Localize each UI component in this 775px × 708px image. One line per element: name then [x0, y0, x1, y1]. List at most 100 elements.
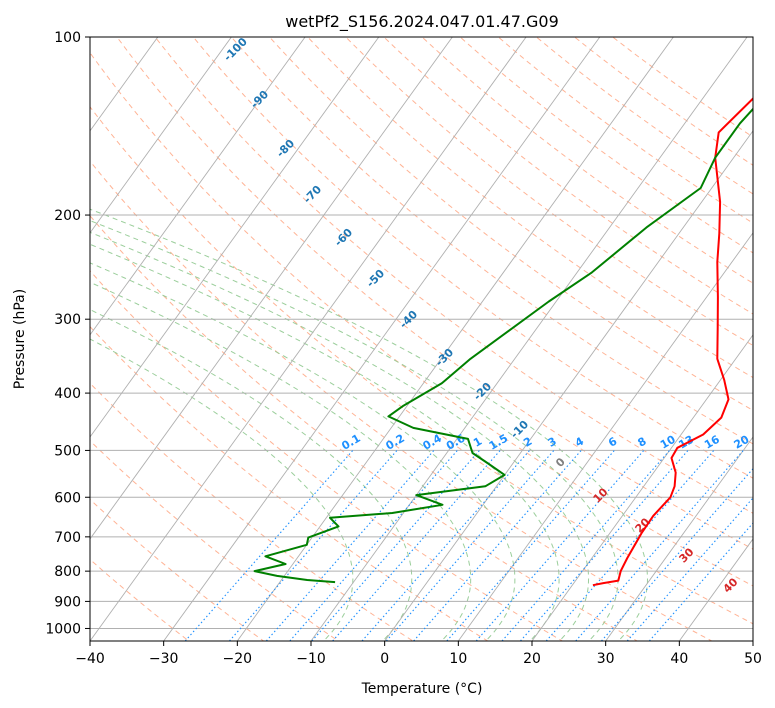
mixing-ratio-line [289, 450, 458, 641]
isotherm-label: -80 [274, 137, 297, 160]
mixing-ratio-label: 25 [757, 433, 775, 452]
dry-adiabat-line [611, 37, 753, 138]
dry-adiabat-line [421, 37, 753, 284]
x-tick-label: 40 [670, 651, 688, 667]
chart-title: wetPf2_S156.2024.047.01.47.G09 [285, 12, 559, 32]
isotherm-line [90, 37, 527, 641]
mixing-ratio-label: 3 [546, 435, 559, 450]
isotherm-line [678, 538, 753, 641]
dry-adiabat-line [306, 37, 753, 379]
temperature-profile-line [592, 97, 753, 587]
moist-adiabat-line [90, 208, 649, 641]
isotherm-line [384, 130, 753, 641]
isotherm-line [457, 232, 753, 641]
mixing-ratio-label: 8 [635, 435, 648, 450]
moist-adiabat-line [90, 338, 354, 641]
isotherm-label: -100 [221, 35, 250, 64]
y-tick-label: 200 [54, 208, 81, 224]
isotherm-line [90, 37, 453, 540]
x-tick-label: −20 [223, 651, 253, 667]
y-tick-label: 600 [54, 490, 81, 506]
dry-adiabat-line [192, 37, 753, 479]
y-tick-label: 400 [54, 386, 81, 402]
isotherm-label: -50 [364, 267, 387, 290]
x-tick-label: 0 [380, 651, 389, 667]
isotherm-label: 10 [591, 485, 611, 505]
dry-adiabat-line [90, 382, 414, 641]
isotherm-label: -70 [301, 183, 324, 206]
isotherm-line [531, 334, 753, 641]
dry-adiabat-line [230, 37, 753, 445]
dry-adiabat-line [116, 37, 753, 550]
y-axis-label: Pressure (hPa) [12, 289, 28, 389]
plot-area: 0.10.20.40.611.52346810131620253036-100-… [0, 35, 775, 641]
mixing-ratio-label: 0.2 [384, 432, 407, 453]
dry-adiabat-line [90, 498, 265, 641]
mixing-ratio-label: 20 [732, 433, 752, 452]
isopleth-labels: 0.10.20.40.611.52346810131620253036-100-… [221, 35, 775, 596]
dry-adiabat-line [573, 37, 753, 166]
isotherm-line [310, 37, 748, 641]
x-axis-label: Temperature (°C) [361, 681, 483, 697]
plot-frame [89, 36, 754, 642]
dry-adiabats [90, 37, 753, 641]
mixing-ratio-line [228, 450, 398, 641]
dry-adiabat-line [268, 37, 753, 411]
dry-adiabat-line [535, 37, 753, 195]
isotherm-line [236, 37, 674, 641]
isotherm-line [90, 37, 380, 438]
mixing-ratio-label: 10 [658, 433, 678, 452]
mixing-ratio-label: 1 [471, 435, 484, 450]
y-tick-label: 800 [54, 564, 81, 580]
y-tick-label: 700 [54, 530, 81, 546]
isotherm-label: -40 [397, 308, 420, 331]
y-tick-label: 1000 [45, 621, 81, 637]
moist-adiabats [90, 208, 649, 641]
y-tick-label: 100 [54, 30, 81, 46]
dry-adiabat-line [90, 325, 489, 641]
isotherm-line [90, 37, 306, 336]
mixing-ratio-label: 16 [702, 433, 722, 452]
dry-adiabat-line [90, 558, 190, 641]
y-tick-label: 900 [54, 594, 81, 610]
dewpoint-profile-line [253, 107, 753, 584]
mixing-ratio-line [648, 522, 753, 641]
moist-adiabat-line [90, 262, 516, 641]
moist-adiabat-line [90, 309, 413, 641]
isotherm-line [605, 436, 753, 641]
isotherm-label: 0 [553, 455, 568, 470]
y-tick-label: 500 [54, 443, 81, 459]
isotherm-label: 30 [677, 545, 697, 565]
mixing-ratio-line [446, 450, 615, 641]
x-tick-label: −10 [296, 651, 326, 667]
isotherm-label: -90 [248, 88, 271, 111]
isotherm-line [0, 37, 10, 641]
y-tick-label: 300 [54, 312, 81, 328]
mixing-ratio-label: 4 [573, 434, 586, 449]
x-tick-label: −40 [75, 651, 105, 667]
mixing-ratio-label: 1.5 [487, 432, 510, 453]
mixing-ratio-line [311, 450, 480, 641]
y-axis-ticks: 100 200 300 400 500 600 700 800 900 1000 [45, 30, 90, 637]
dry-adiabat-line [383, 37, 753, 315]
isotherm-line [752, 640, 753, 641]
mixing-ratio-label: 0.1 [339, 432, 362, 453]
mixing-ratio-label: 6 [606, 434, 619, 449]
dry-adiabat-line [90, 214, 639, 641]
isotherm-label: -20 [471, 380, 494, 403]
isotherms [0, 37, 753, 641]
x-tick-label: −30 [149, 651, 179, 667]
x-axis-ticks: −40 −30 −20 −10 0 10 20 30 40 50 [75, 641, 762, 667]
dry-adiabat-line [90, 51, 753, 587]
dry-adiabat-line [497, 37, 753, 224]
x-tick-label: 10 [449, 651, 467, 667]
profile-series [253, 97, 753, 587]
dry-adiabat-line [90, 106, 753, 625]
dry-adiabat-line [90, 440, 340, 641]
dry-adiabat-line [90, 160, 713, 641]
isotherm-line [90, 37, 232, 234]
dry-adiabat-line [345, 37, 753, 347]
mixing-ratio-line [184, 450, 354, 641]
x-tick-label: 50 [744, 651, 762, 667]
